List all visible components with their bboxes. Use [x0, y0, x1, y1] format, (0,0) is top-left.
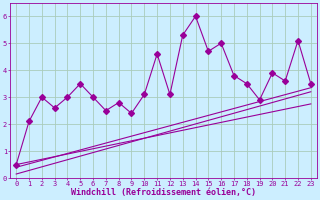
X-axis label: Windchill (Refroidissement éolien,°C): Windchill (Refroidissement éolien,°C)	[71, 188, 256, 197]
